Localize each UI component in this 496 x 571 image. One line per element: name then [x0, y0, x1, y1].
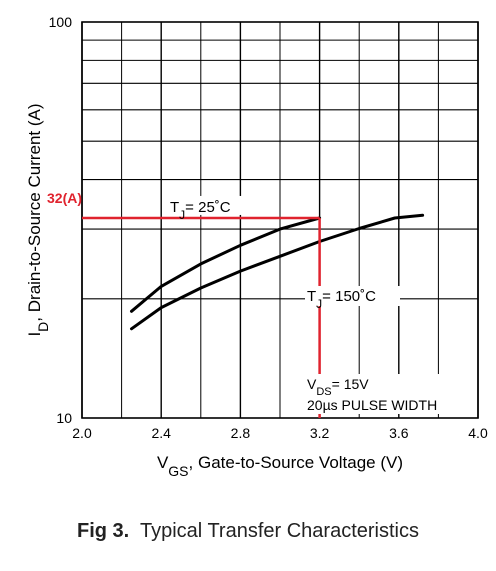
y-axis-label: ID, Drain-to-Source Current (A)	[25, 103, 51, 336]
x-tick-label: 3.6	[389, 425, 409, 441]
marker-value-label: 32(A)	[47, 190, 82, 206]
tj25-label-background	[167, 195, 251, 215]
x-axis-label: VGS, Gate-to-Source Voltage (V)	[157, 453, 403, 479]
x-tick-label: 2.8	[231, 425, 251, 441]
figure-caption: Fig 3. Typical Transfer Characteristics	[0, 520, 496, 543]
figure-caption-label: Fig 3.	[77, 520, 130, 542]
grid	[81, 21, 479, 419]
vds-label: VDS= 15V	[307, 376, 369, 398]
series-layer	[130, 213, 425, 331]
x-tick-label: 2.0	[72, 425, 92, 441]
tj150-label-background	[305, 286, 400, 306]
x-tick-label: 4.0	[468, 425, 488, 441]
pulse-width-label: 20µs PULSE WIDTH	[307, 397, 437, 413]
series-line-tj-25c	[130, 216, 322, 313]
x-tick-label: 3.2	[310, 425, 330, 441]
series-line-tj-150c	[130, 213, 425, 331]
conditions-label-background	[305, 374, 465, 414]
tj25-label: TJ= 25˚C	[170, 199, 231, 222]
y-tick-label: 10	[56, 410, 72, 426]
label-layer: 2.0 2.4 2.8 3.2 3.6 4.0 10 100 32(A) TJ= 25˚C TJ= …	[25, 14, 488, 479]
y-tick-label: 100	[49, 14, 73, 30]
tj150-label: TJ= 150˚C	[307, 288, 376, 311]
figure-caption-text: Typical Transfer Characteristics	[140, 520, 419, 542]
plot-frame	[81, 21, 479, 419]
x-tick-label: 2.4	[151, 425, 171, 441]
